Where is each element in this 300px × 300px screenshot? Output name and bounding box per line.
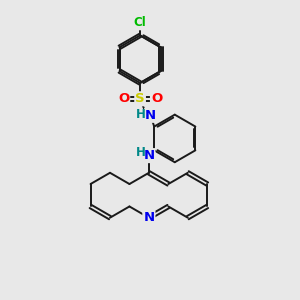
Text: N: N	[143, 149, 155, 162]
Text: S: S	[135, 92, 145, 105]
Text: H: H	[136, 146, 146, 159]
Text: N: N	[145, 109, 156, 122]
Text: Cl: Cl	[134, 16, 146, 29]
Text: N: N	[143, 211, 155, 224]
Text: O: O	[118, 92, 129, 105]
Text: H: H	[136, 107, 146, 121]
Text: O: O	[151, 92, 162, 105]
